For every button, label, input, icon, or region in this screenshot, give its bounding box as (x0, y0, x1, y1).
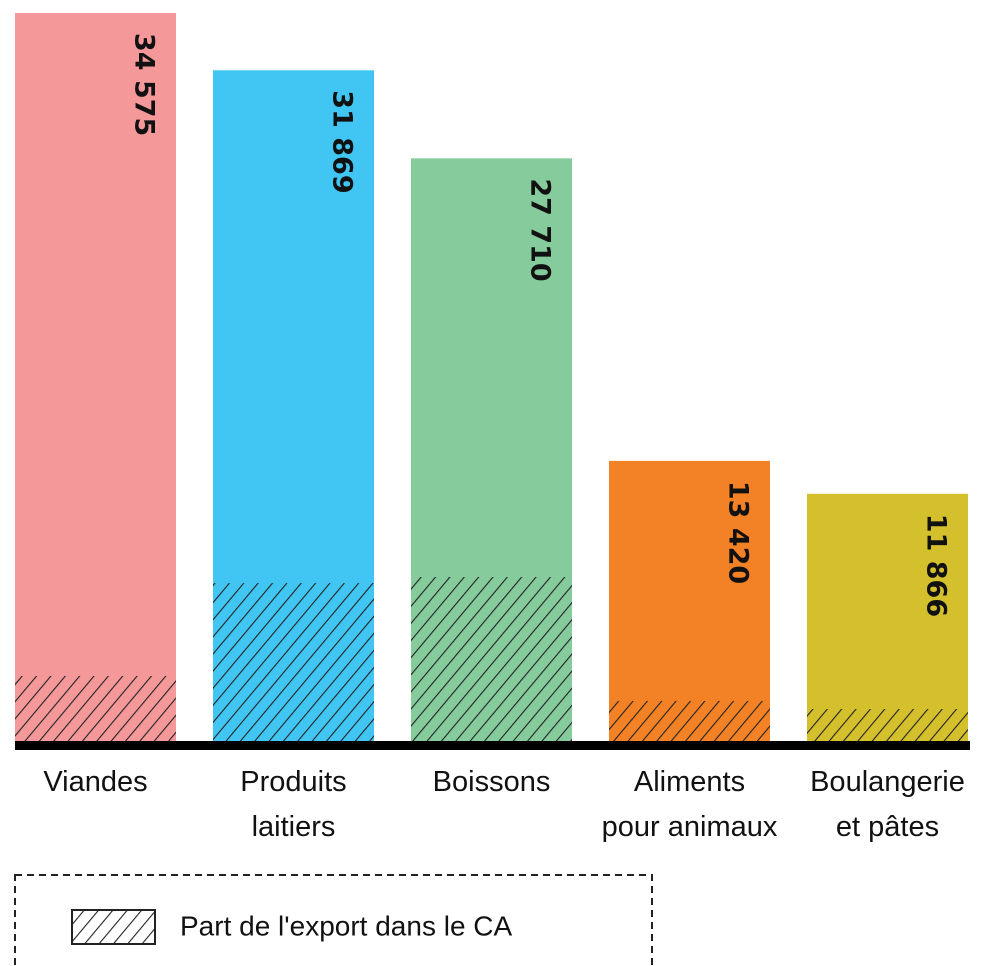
bar (15, 13, 176, 745)
x-tick-label-line: Boulangerie (810, 766, 965, 798)
bar (807, 493, 968, 745)
x-tick-label: Aliments pour animaux (602, 766, 778, 843)
value-label: 34 575 (129, 33, 160, 136)
value-label: 13 420 (723, 481, 754, 584)
export-hatch (15, 675, 176, 745)
export-hatch (213, 583, 374, 745)
export-hatch (609, 700, 770, 745)
x-tick-label-line: pour animaux (602, 811, 778, 843)
export-hatch (807, 709, 968, 745)
bar (609, 460, 770, 745)
export-hatch (411, 577, 572, 745)
x-tick-label-line: Boissons (433, 766, 551, 798)
legend-label: Part de l'export dans le CA (180, 910, 513, 941)
value-label: 11 866 (921, 514, 952, 617)
x-tick-label-line: Produits (240, 766, 346, 798)
x-tick-label: Produits laitiers (240, 766, 346, 843)
x-tick-label: Viandes (43, 766, 147, 798)
x-tick-label: Boulangerie et pâtes (810, 766, 965, 843)
x-tick-label-line: et pâtes (836, 811, 939, 843)
legend-swatch-hatch (72, 910, 155, 944)
x-tick-label-line: Viandes (43, 766, 147, 798)
x-tick-label-line: laitiers (252, 811, 336, 843)
value-label: 31 869 (327, 90, 358, 193)
x-tick-label-line: Aliments (634, 766, 745, 798)
legend-box (14, 874, 653, 966)
x-tick-label: Boissons (433, 766, 551, 798)
value-label: 27 710 (525, 178, 556, 281)
baseline (15, 741, 970, 750)
